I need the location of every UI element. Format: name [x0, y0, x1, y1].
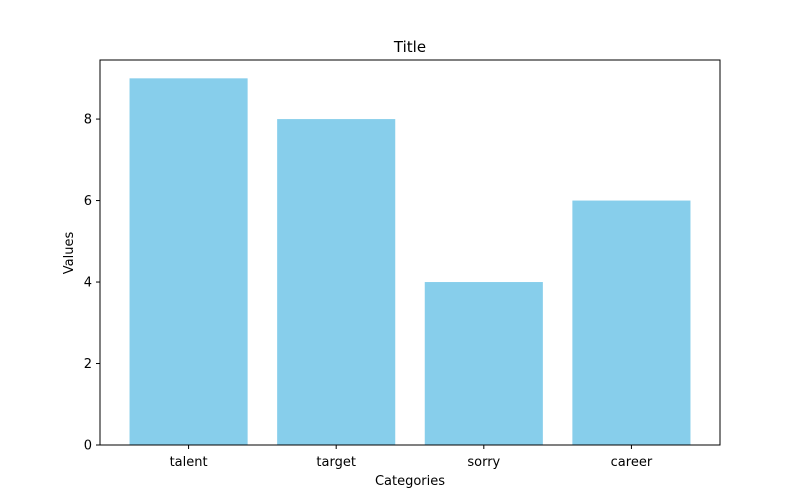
bar-career — [572, 200, 691, 445]
chart-title: Title — [393, 38, 426, 56]
y-tick-label: 4 — [84, 276, 92, 291]
bar-sorry — [424, 282, 543, 445]
bars — [129, 78, 691, 446]
x-tick-label: career — [611, 455, 653, 470]
x-tick-label: talent — [170, 455, 208, 470]
x-axis-ticks: talent target sorry career — [170, 445, 653, 470]
x-tick-label: sorry — [467, 455, 500, 470]
y-tick-label: 0 — [84, 439, 92, 454]
y-axis-ticks: 0 2 4 6 8 — [84, 113, 100, 454]
plot-frame — [99, 59, 721, 446]
y-tick-label: 2 — [84, 357, 92, 372]
bar-talent — [129, 78, 248, 445]
y-tick-label: 6 — [84, 194, 92, 209]
bar-target — [277, 119, 396, 446]
x-axis-title: Categories — [375, 474, 445, 489]
y-tick-label: 8 — [84, 113, 92, 128]
y-axis-title: Values — [62, 232, 77, 275]
x-tick-label: target — [316, 455, 356, 470]
